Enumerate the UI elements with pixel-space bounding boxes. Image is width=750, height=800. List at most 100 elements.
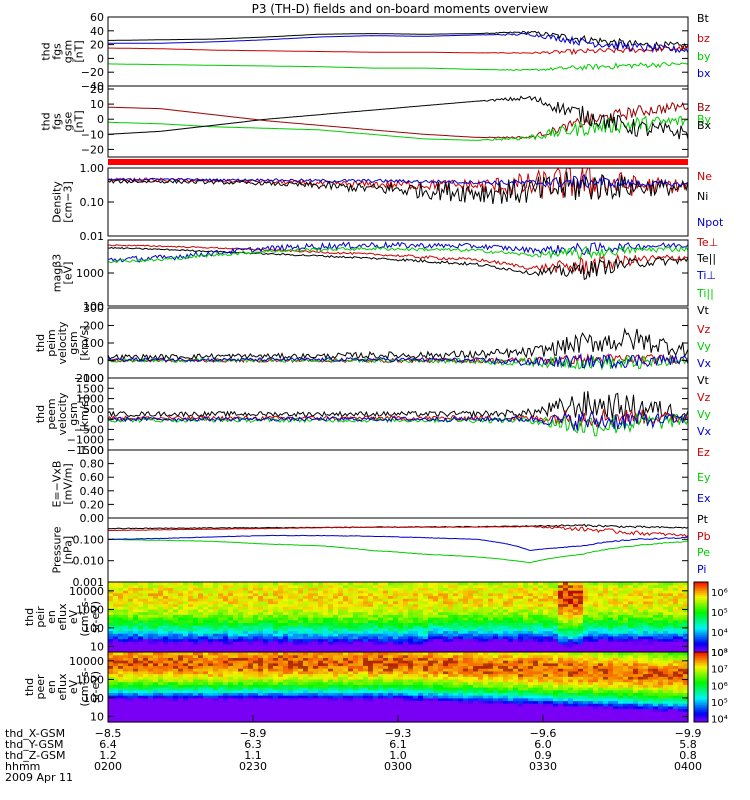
heatmap-cell — [438, 614, 444, 618]
legend-label: Pt — [697, 513, 709, 526]
heatmap-cell — [128, 662, 134, 667]
heatmap-cell — [353, 649, 359, 653]
heatmap-cell — [613, 630, 619, 634]
heatmap-cell — [263, 608, 269, 613]
heatmap-cell — [268, 627, 274, 632]
heatmap-cell — [488, 598, 494, 602]
heatmap-cell — [353, 665, 359, 669]
heatmap-cell — [118, 627, 124, 632]
heatmap-cell — [238, 681, 244, 685]
heatmap-cell — [503, 584, 509, 588]
heatmap-cell — [168, 657, 174, 661]
heatmap-cell — [193, 719, 199, 723]
heatmap-cell — [468, 592, 474, 597]
heatmap-cell — [398, 598, 404, 602]
heatmap-cell — [338, 681, 344, 685]
heatmap-cell — [168, 582, 174, 586]
heatmap-cell — [598, 643, 604, 648]
heatmap-cell — [123, 590, 129, 594]
heatmap-cell — [278, 584, 284, 588]
heatmap-cell — [678, 630, 684, 634]
heatmap-cell — [268, 635, 274, 640]
heatmap-cell — [253, 603, 259, 607]
heatmap-cell — [433, 608, 439, 613]
heatmap-cell — [268, 587, 274, 591]
heatmap-cell — [123, 646, 129, 650]
heatmap-cell — [313, 643, 319, 648]
heatmap-cell — [143, 681, 149, 685]
heatmap-cell — [203, 606, 209, 610]
heatmap-cell — [273, 657, 279, 661]
heatmap-cell — [673, 587, 679, 591]
heatmap-cell — [483, 625, 489, 629]
heatmap-cell — [328, 700, 334, 704]
heatmap-cell — [283, 592, 289, 597]
y-tick-label: −40 — [81, 80, 104, 93]
heatmap-cell — [273, 708, 279, 712]
heatmap-cell — [163, 711, 169, 715]
heatmap-cell — [118, 713, 124, 718]
heatmap-cell — [183, 652, 189, 656]
heatmap-cell — [148, 608, 154, 613]
heatmap-cell — [323, 652, 329, 656]
heatmap-cell — [283, 633, 289, 637]
heatmap-cell — [218, 600, 224, 605]
heatmap-cell — [378, 649, 384, 653]
heatmap-cell — [433, 708, 439, 712]
heatmap-cell — [518, 638, 524, 642]
heatmap-cell — [238, 678, 244, 683]
heatmap-cell — [478, 590, 484, 594]
heatmap-cell — [363, 627, 369, 632]
heatmap-cell — [283, 700, 289, 704]
heatmap-cell — [393, 657, 399, 661]
heatmap-cell — [483, 582, 489, 586]
heatmap-cell — [278, 657, 284, 661]
heatmap-cell — [388, 689, 394, 693]
heatmap-cell — [503, 617, 509, 621]
heatmap-cell — [298, 617, 304, 621]
heatmap-cell — [598, 619, 604, 623]
heatmap-cell — [378, 668, 384, 672]
heatmap-cell — [188, 673, 194, 677]
heatmap-cell — [328, 719, 334, 723]
heatmap-cell — [223, 673, 229, 677]
heatmap-cell — [513, 619, 519, 623]
heatmap-cell — [508, 646, 514, 650]
heatmap-cell — [663, 600, 669, 605]
heatmap-cell — [478, 649, 484, 653]
heatmap-cell — [143, 592, 149, 597]
heatmap-cell — [453, 592, 459, 597]
heatmap-cell — [423, 657, 429, 661]
heatmap-cell — [408, 606, 414, 610]
heatmap-cell — [198, 643, 204, 648]
colorbar-step — [694, 620, 708, 623]
heatmap-cell — [218, 635, 224, 640]
heatmap-cell — [623, 600, 629, 605]
heatmap-cell — [183, 660, 189, 664]
y-axis-label: fgs — [51, 43, 64, 60]
heatmap-cell — [208, 700, 214, 704]
heatmap-cell — [303, 627, 309, 632]
heatmap-cell — [513, 646, 519, 650]
heatmap-cell — [508, 606, 514, 610]
heatmap-cell — [168, 713, 174, 718]
heatmap-cell — [673, 619, 679, 623]
heatmap-cell — [238, 611, 244, 615]
heatmap-cell — [538, 592, 544, 597]
heatmap-cell — [373, 643, 379, 648]
heatmap-cell — [143, 598, 149, 602]
heatmap-cell — [193, 606, 199, 610]
heatmap-cell — [383, 592, 389, 597]
heatmap-cell — [313, 649, 319, 653]
heatmap-cell — [398, 662, 404, 667]
heatmap-cell — [383, 681, 389, 685]
colorbar-step — [694, 597, 708, 600]
heatmap-cell — [328, 678, 334, 683]
heatmap-cell — [603, 633, 609, 637]
heatmap-cell — [173, 678, 179, 683]
heatmap-cell — [188, 697, 194, 702]
heatmap-cell — [233, 603, 239, 607]
heatmap-cell — [523, 617, 529, 621]
heatmap-cell — [393, 692, 399, 696]
heatmap-cell — [118, 697, 124, 702]
